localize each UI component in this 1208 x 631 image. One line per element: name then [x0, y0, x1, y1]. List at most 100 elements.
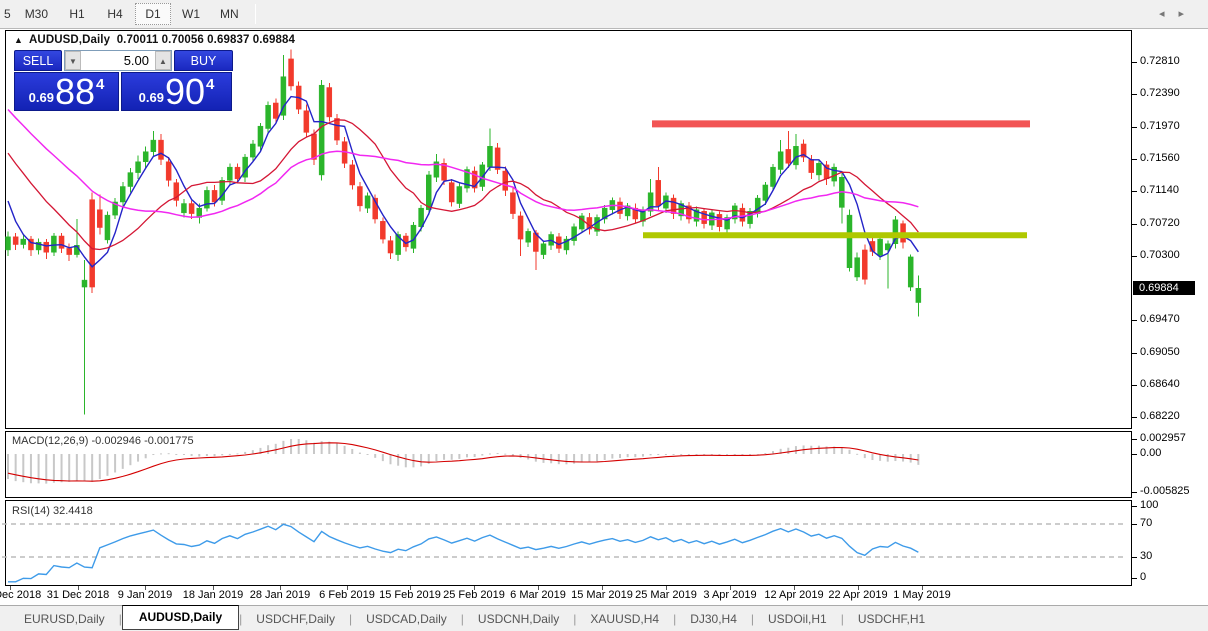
macd-indicator[interactable]	[0, 431, 1132, 498]
lot-increase-button[interactable]: ▲	[155, 51, 171, 70]
date-tick	[10, 586, 11, 590]
date-tick	[347, 586, 348, 590]
date-tick	[922, 586, 923, 590]
axis-tick	[1132, 557, 1137, 558]
timeframe-button-h1[interactable]: H1	[69, 7, 85, 21]
axis-tick	[1132, 578, 1137, 579]
axis-tick	[1132, 159, 1137, 160]
chart-title: ▲ AUDUSD,Daily 0.70011 0.70056 0.69837 0.…	[14, 34, 295, 46]
ohlc-values: 0.70011 0.70056 0.69837 0.69884	[116, 34, 296, 46]
sell-price-prefix: 0.69	[28, 90, 54, 105]
symbol-label: AUDUSD,Daily	[29, 34, 111, 46]
chart-tab-usdchf-h1[interactable]: USDCHF,H1	[857, 611, 926, 626]
date-tick	[213, 586, 214, 590]
timeframe-button-5[interactable]: 5	[4, 7, 11, 21]
axis-tick	[1132, 191, 1137, 192]
macd-axis-label: -0.005825	[1140, 485, 1190, 497]
date-tick	[794, 586, 795, 590]
date-label: 28 Jan 2019	[249, 589, 311, 601]
rsi-pane[interactable]	[5, 500, 1132, 586]
chart-tab-xauusd-h4[interactable]: XAUUSD,H4	[590, 611, 660, 626]
axis-tick	[1132, 417, 1137, 418]
date-label: 15 Mar 2019	[571, 589, 633, 601]
buy-price-pip: 4	[206, 76, 215, 93]
candlestick-chart[interactable]	[0, 30, 1132, 429]
axis-tick	[1132, 127, 1137, 128]
chart-tab-usdoil-h1[interactable]: USDOil,H1	[768, 611, 827, 626]
timeframe-button-d1[interactable]: D1	[135, 3, 172, 25]
axis-tick	[1132, 506, 1137, 507]
macd-axis-label: 0.00	[1140, 447, 1162, 459]
buy-price-panel[interactable]: 0.69 90 4	[121, 72, 232, 111]
lot-size-box: ▼ 5.00 ▲	[64, 50, 172, 71]
timeframe-button-m30[interactable]: M30	[24, 7, 49, 21]
axis-tick	[1132, 492, 1137, 493]
rsi-axis-label: 70	[1140, 517, 1153, 529]
rsi-indicator[interactable]	[0, 500, 1132, 586]
sell-price-panel[interactable]: 0.69 88 4	[14, 72, 119, 111]
date-label: 9 Jan 2019	[117, 589, 173, 601]
price-axis-label: 0.71970	[1140, 120, 1180, 132]
chart-tab-eurusd-daily[interactable]: EURUSD,Daily	[24, 611, 105, 626]
axis-tick	[1132, 94, 1137, 95]
date-label: 1 May 2019	[893, 589, 951, 601]
date-tick	[858, 586, 859, 590]
axis-tick	[1132, 524, 1137, 525]
buy-button[interactable]: BUY	[174, 50, 233, 71]
timeframe-button-w1[interactable]: W1	[182, 7, 201, 21]
collapse-icon[interactable]: ▲	[14, 35, 24, 45]
axis-tick	[1132, 62, 1137, 63]
chart-tab-usdchf-daily[interactable]: USDCHF,Daily	[256, 611, 335, 626]
date-label: 25 Mar 2019	[635, 589, 697, 601]
price-axis-label: 0.71560	[1140, 152, 1180, 164]
chart-tab-bar: EURUSD,Daily | AUDUSD,Daily | USDCHF,Daily | U…	[0, 605, 1208, 631]
chart-tab-usdcnh-daily[interactable]: USDCNH,Daily	[477, 611, 560, 626]
date-tick	[78, 586, 79, 590]
timeframe-button-mn[interactable]: MN	[220, 7, 239, 21]
price-axis-label: 0.72810	[1140, 55, 1180, 67]
toolbar-separator	[254, 4, 256, 24]
tab-scroll-left-icon[interactable]: ◂	[1158, 8, 1179, 20]
chart-tab-audusd-daily[interactable]: AUDUSD,Daily	[121, 605, 240, 630]
sell-price-pip: 4	[96, 76, 105, 93]
price-axis-label: 0.71140	[1140, 184, 1179, 196]
tab-separator: |	[840, 611, 844, 626]
price-axis-label: 0.70300	[1140, 249, 1180, 261]
tab-separator: |	[673, 611, 677, 626]
tab-separator: |	[239, 611, 243, 626]
date-label: 18 Jan 2019	[182, 589, 244, 601]
date-label: 21 Dec 2018	[0, 589, 42, 601]
macd-axis-label: 0.002957	[1140, 432, 1186, 444]
buy-price-big: 90	[164, 71, 205, 112]
tab-separator: |	[460, 611, 464, 626]
timeframe-toolbar: 5 M30 H1 H4 D1 W1 MN	[0, 0, 1208, 29]
date-label: 15 Feb 2019	[379, 589, 441, 601]
price-axis-label: 0.69050	[1140, 346, 1180, 358]
price-axis-label: 0.69470	[1140, 313, 1180, 325]
current-price-badge: 0.69884	[1133, 281, 1195, 295]
date-label: 22 Apr 2019	[828, 589, 888, 601]
price-axis-label: 0.72390	[1140, 87, 1180, 99]
tab-separator: |	[118, 611, 122, 626]
chart-tab-usdcad-daily[interactable]: USDCAD,Daily	[366, 611, 447, 626]
date-label: 12 Apr 2019	[764, 589, 824, 601]
sell-button[interactable]: SELL	[14, 50, 62, 71]
date-label: 6 Feb 2019	[319, 589, 375, 601]
lot-decrease-button[interactable]: ▼	[65, 51, 81, 70]
lot-size-input[interactable]: 5.00	[123, 53, 149, 68]
macd-pane[interactable]	[5, 431, 1132, 498]
tab-separator: |	[750, 611, 755, 626]
chart-tab-dj30-h4[interactable]: DJ30,H4	[690, 611, 737, 626]
rsi-axis-label: 0	[1140, 571, 1147, 583]
date-label: 6 Mar 2019	[510, 589, 566, 601]
price-axis-label: 0.68640	[1140, 378, 1180, 390]
tab-separator: |	[573, 611, 577, 626]
buy-price-prefix: 0.69	[138, 90, 164, 105]
rsi-label: RSI(14) 32.4418	[12, 505, 93, 517]
tab-scroll-arrows[interactable]: ◂▸	[1159, 7, 1198, 20]
date-tick	[280, 586, 281, 590]
tab-scroll-right-icon[interactable]: ▸	[1178, 8, 1198, 20]
timeframe-button-h4[interactable]: H4	[107, 7, 123, 21]
date-tick	[602, 586, 603, 590]
